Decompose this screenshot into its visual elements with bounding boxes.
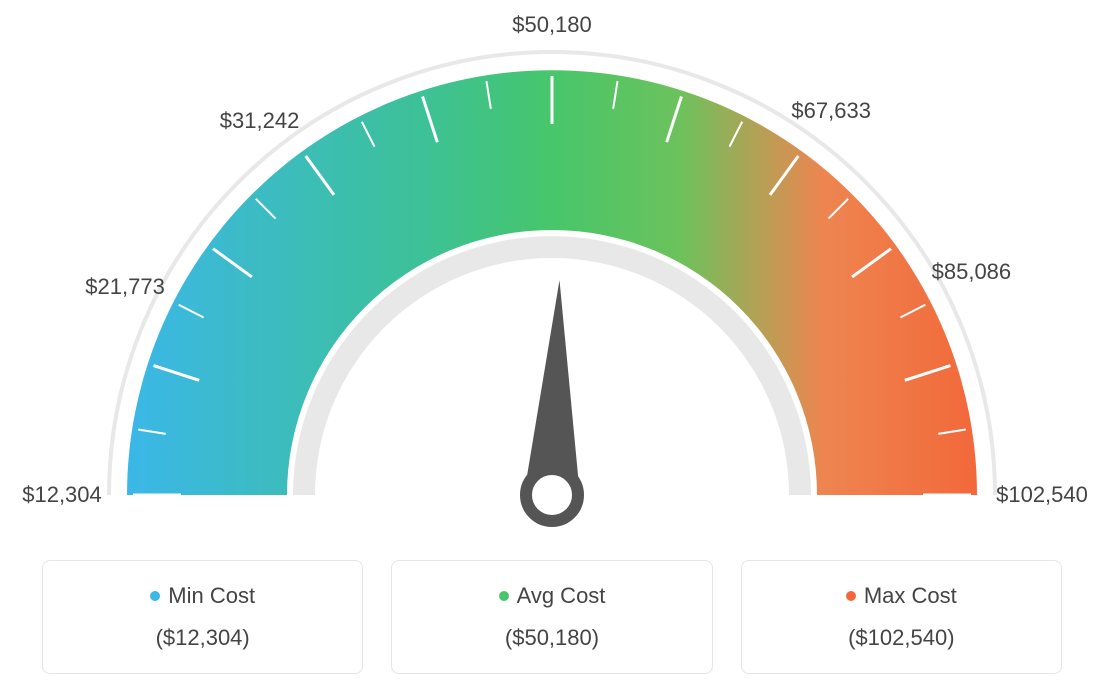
- gauge-tick-label: $102,540: [996, 482, 1088, 508]
- gauge-tick-label: $85,086: [932, 259, 1012, 285]
- gauge-svg: [22, 20, 1082, 540]
- gauge-tick-label: $12,304: [22, 482, 102, 508]
- legend-label-max: Max Cost: [752, 583, 1051, 609]
- legend-label-max-text: Max Cost: [864, 583, 957, 609]
- gauge-tick-label: $67,633: [791, 98, 871, 124]
- legend-value-avg: ($50,180): [402, 625, 701, 651]
- legend-value-max: ($102,540): [752, 625, 1051, 651]
- legend-label-min-text: Min Cost: [168, 583, 255, 609]
- legend-card-max: Max Cost ($102,540): [741, 560, 1062, 674]
- gauge-tick-label: $31,242: [220, 108, 300, 134]
- legend-label-avg-text: Avg Cost: [517, 583, 606, 609]
- legend-row: Min Cost ($12,304) Avg Cost ($50,180) Ma…: [22, 560, 1082, 674]
- max-dot-icon: [846, 591, 856, 601]
- min-dot-icon: [150, 591, 160, 601]
- avg-dot-icon: [499, 591, 509, 601]
- legend-label-min: Min Cost: [53, 583, 352, 609]
- gauge-chart: $12,304$21,773$31,242$50,180$67,633$85,0…: [22, 20, 1082, 540]
- legend-card-avg: Avg Cost ($50,180): [391, 560, 712, 674]
- gauge-tick-label: $21,773: [85, 274, 165, 300]
- legend-card-min: Min Cost ($12,304): [42, 560, 363, 674]
- gauge-tick-label: $50,180: [512, 12, 592, 38]
- legend-value-min: ($12,304): [53, 625, 352, 651]
- legend-label-avg: Avg Cost: [402, 583, 701, 609]
